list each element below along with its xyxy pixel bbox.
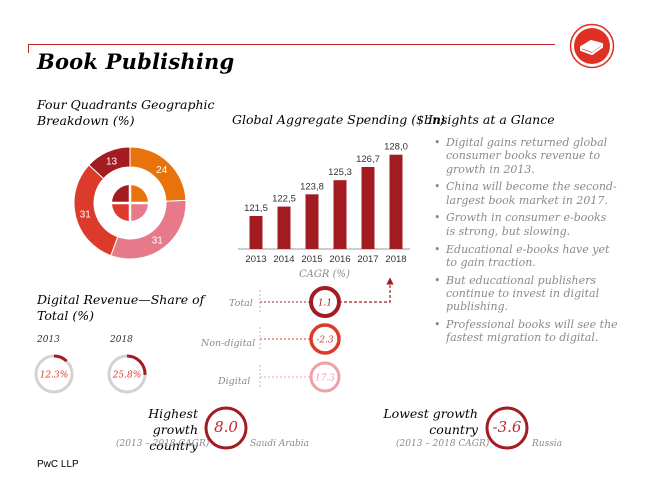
cagr-ring — [309, 361, 341, 393]
insight-item: • Digital gains returned global consumer … — [428, 136, 618, 176]
bar — [333, 180, 347, 249]
highest-growth-label-line1: Highest growth — [148, 406, 198, 437]
cagr-value-label: -2.3 — [316, 336, 334, 346]
cagr-digital-label: Digital — [218, 376, 251, 387]
insight-item: • Growth in consumer e-books is strong, b… — [428, 211, 618, 238]
logo — [569, 23, 615, 69]
x-tick-label: 2018 — [385, 254, 406, 265]
insight-text: Growth in consumer e-books is strong, bu… — [446, 211, 607, 238]
cagr-total-label: Total — [229, 298, 253, 309]
x-tick-label: 2016 — [329, 254, 350, 265]
bullet-icon: • — [434, 180, 441, 194]
cagr-value-label: 1.1 — [318, 299, 332, 309]
x-tick-label: 2013 — [245, 254, 266, 265]
bar — [389, 154, 403, 249]
ring-slice-label: 31 — [80, 209, 92, 220]
footer-text: PwC LLP — [37, 459, 79, 470]
digital-revenue-heading-line2: Total (%) — [37, 308, 94, 323]
insight-item: • Educational e-books have yet to gain tr… — [428, 243, 618, 270]
gauge-value-label: 25.8% — [112, 371, 142, 381]
quadrants-ring-chart: 24 31 31 13 — [73, 146, 187, 260]
insight-text: China will become the second-largest boo… — [446, 180, 617, 207]
highest-growth-period: (2013 – 2018 CAGR) — [116, 439, 210, 449]
gauge-year-label: 2013 — [36, 335, 60, 345]
bar-value-label: 123,8 — [300, 181, 324, 192]
insight-item: • But educational publishers continue to … — [428, 274, 618, 314]
x-tick-label: 2017 — [357, 254, 378, 265]
cagr-chart: 1.1 -2.3 17.3 — [259, 277, 394, 393]
bar-value-label: 128,0 — [384, 142, 408, 153]
lowest-growth-value: -3.6 — [492, 418, 522, 436]
header-rule — [28, 44, 555, 45]
insight-text: Professional books will see the fastest … — [446, 318, 618, 345]
digital-revenue-heading-line1: Digital Revenue—Share of — [37, 292, 205, 307]
bullet-icon: • — [434, 136, 441, 149]
highest-growth-ring — [204, 406, 248, 450]
insight-item: • Professional books will see the fastest… — [428, 318, 618, 345]
bullet-icon: • — [434, 273, 441, 287]
quadrants-heading-line1: Four Quadrants Geographic — [37, 97, 215, 112]
insight-text: Educational e-books have yet to gain tra… — [446, 242, 610, 269]
spending-heading: Global Aggregate Spending ($bn) — [232, 112, 445, 127]
bar-value-label: 125,3 — [328, 167, 352, 178]
bar — [249, 216, 263, 249]
digital-revenue-heading: Digital Revenue—Share of Total (%) — [37, 292, 204, 324]
ring-slice-label: 13 — [106, 156, 118, 167]
insights-list: • Digital gains returned global consumer … — [428, 136, 618, 349]
bullet-icon: • — [434, 242, 441, 256]
bar — [361, 166, 375, 249]
bar — [305, 194, 319, 249]
insights-heading: Insights at a Glance — [428, 112, 555, 127]
inner-pie-slice — [130, 203, 148, 221]
inner-pie-slice — [112, 203, 130, 221]
bar — [277, 206, 291, 249]
quadrants-heading: Four Quadrants Geographic Breakdown (%) — [37, 97, 215, 129]
lowest-growth-period: (2013 – 2018 CAGR) — [396, 439, 490, 449]
bar-value-label: 122,5 — [272, 194, 296, 205]
gauge-year-label: 2018 — [109, 335, 133, 345]
lowest-growth-label-line2: country — [429, 422, 478, 437]
bar-value-label: 121,5 — [244, 203, 268, 214]
lowest-growth-ring — [485, 406, 529, 450]
highest-growth-country: Saudi Arabia — [250, 439, 310, 449]
lowest-growth-country: Russia — [532, 439, 563, 449]
highest-growth-label: Highest growth country — [100, 406, 198, 454]
ring-slice-label: 24 — [156, 165, 168, 176]
highest-growth-label-line2: country — [149, 438, 198, 453]
bullet-icon: • — [434, 211, 441, 225]
digital-share-gauges: 2013 12.3% 2018 25.8% — [34, 335, 147, 394]
ring-slice-label: 31 — [152, 236, 164, 247]
x-tick-label: 2015 — [301, 254, 322, 265]
header-rule-tick — [28, 44, 29, 53]
book-icon — [580, 40, 603, 55]
insight-item: • China will become the second-largest bo… — [428, 180, 618, 207]
cagr-nondigital-label: Non-digital — [201, 338, 256, 349]
inner-pie-slice — [130, 185, 148, 203]
insight-text: Digital gains returned global consumer b… — [446, 136, 608, 176]
insight-text: But educational publishers continue to i… — [446, 273, 600, 314]
cagr-ring — [309, 323, 341, 355]
gauge-fill — [126, 354, 147, 375]
gauge-value-label: 12.3% — [40, 371, 69, 381]
cagr-connector-arrow — [339, 277, 394, 303]
inner-pie-slice — [112, 185, 130, 203]
lowest-growth-label-line1: Lowest growth — [383, 406, 478, 421]
gauge-fill — [53, 354, 68, 363]
x-tick-label: 2014 — [273, 254, 294, 265]
ring-slice — [88, 146, 131, 180]
page-title: Book Publishing — [37, 49, 235, 74]
lowest-growth-label: Lowest growth country — [380, 406, 478, 438]
cagr-label: CAGR (%) — [299, 269, 350, 280]
bar-value-label: 126,7 — [356, 154, 380, 165]
quadrants-heading-line2: Breakdown (%) — [37, 113, 135, 128]
bullet-icon: • — [434, 318, 441, 332]
cagr-value-label: 17.3 — [315, 374, 335, 384]
highest-growth-value: 8.0 — [214, 418, 238, 436]
cagr-ring — [309, 286, 341, 318]
spending-bar-chart: 121,5 2013 122,5 2014 123,8 2015 125,3 2016 126,… — [238, 142, 410, 265]
